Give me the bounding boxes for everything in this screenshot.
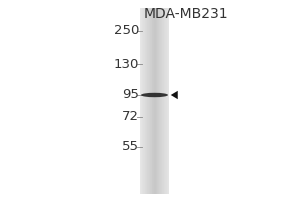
Ellipse shape: [141, 93, 168, 97]
Bar: [140, 8, 141, 194]
Bar: [153, 8, 154, 194]
Bar: [142, 8, 143, 194]
Bar: [151, 8, 152, 194]
Bar: [156, 8, 157, 194]
Bar: [157, 8, 158, 194]
Bar: [152, 8, 153, 194]
Bar: [154, 8, 155, 194]
Bar: [162, 8, 163, 194]
Bar: [148, 8, 149, 194]
Bar: [163, 8, 164, 194]
Text: 95: 95: [122, 88, 139, 102]
Bar: [144, 8, 145, 194]
Bar: [160, 8, 161, 194]
Bar: [147, 8, 148, 194]
Bar: [161, 8, 162, 194]
Bar: [167, 8, 168, 194]
Text: 55: 55: [122, 140, 139, 154]
Bar: [149, 8, 150, 194]
Bar: [145, 8, 146, 194]
Text: MDA-MB231: MDA-MB231: [144, 7, 228, 21]
Bar: [155, 8, 156, 194]
Bar: [158, 8, 159, 194]
Bar: [143, 8, 144, 194]
Bar: [159, 8, 160, 194]
Bar: [146, 8, 147, 194]
Polygon shape: [171, 91, 178, 99]
Text: 72: 72: [122, 110, 139, 123]
Bar: [165, 8, 166, 194]
Bar: [141, 8, 142, 194]
Text: 130: 130: [114, 58, 139, 71]
Text: 250: 250: [114, 24, 139, 38]
Bar: [164, 8, 165, 194]
Bar: [168, 8, 169, 194]
Bar: [150, 8, 151, 194]
